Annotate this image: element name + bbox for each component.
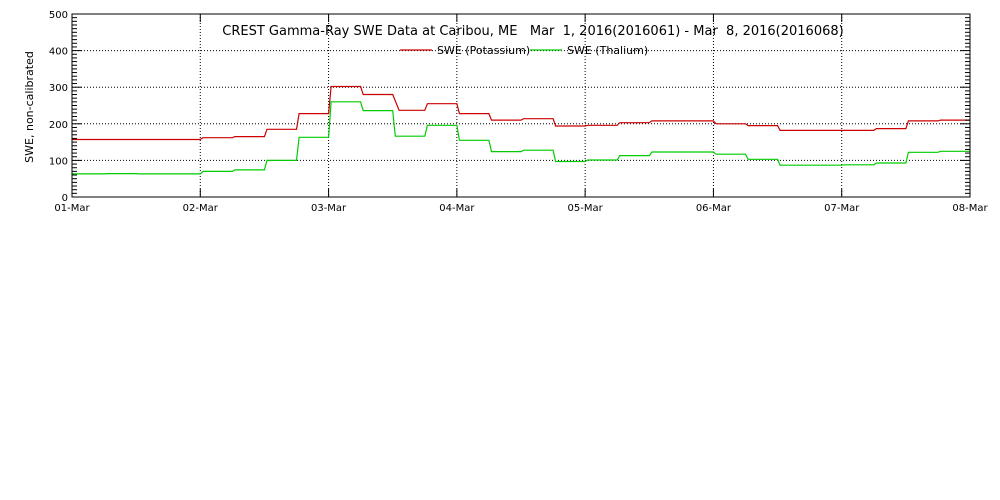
axis-labels: 0 100 200 300 400 500 01-Mar 02-Mar 03-Mar 04-Mar… xyxy=(49,10,989,214)
y-tick-label: 400 xyxy=(49,47,68,58)
y-tick-label: 100 xyxy=(49,156,68,167)
x-tick-label: 02-Mar xyxy=(183,203,219,214)
x-tick-label: 08-Mar xyxy=(952,203,988,214)
legend-label: SWE (Potassium) xyxy=(437,44,530,57)
series-lines xyxy=(72,85,970,175)
y-tick-label: 500 xyxy=(49,10,68,21)
y-axis-title: SWE, non-calibrated xyxy=(23,51,36,163)
x-tick-label: 07-Mar xyxy=(824,203,860,214)
y-tick-label: 200 xyxy=(49,120,68,131)
x-tick-label: 06-Mar xyxy=(696,203,732,214)
x-tick-label: 01-Mar xyxy=(54,203,90,214)
x-tick-label: 03-Mar xyxy=(311,203,347,214)
legend: SWE (Potassium) SWE (Thalium) xyxy=(400,44,648,57)
series-line-potassium xyxy=(72,85,970,141)
chart-title: CREST Gamma-Ray SWE Data at Caribou, ME … xyxy=(222,24,843,39)
y-tick-label: 0 xyxy=(62,193,68,204)
series-line-thalium xyxy=(72,101,970,175)
x-tick-label: 04-Mar xyxy=(439,203,475,214)
x-tick-label: 05-Mar xyxy=(568,203,604,214)
y-tick-label: 300 xyxy=(49,83,68,94)
axes xyxy=(71,13,971,198)
legend-label: SWE (Thalium) xyxy=(567,44,648,57)
grid-lines xyxy=(72,14,970,197)
